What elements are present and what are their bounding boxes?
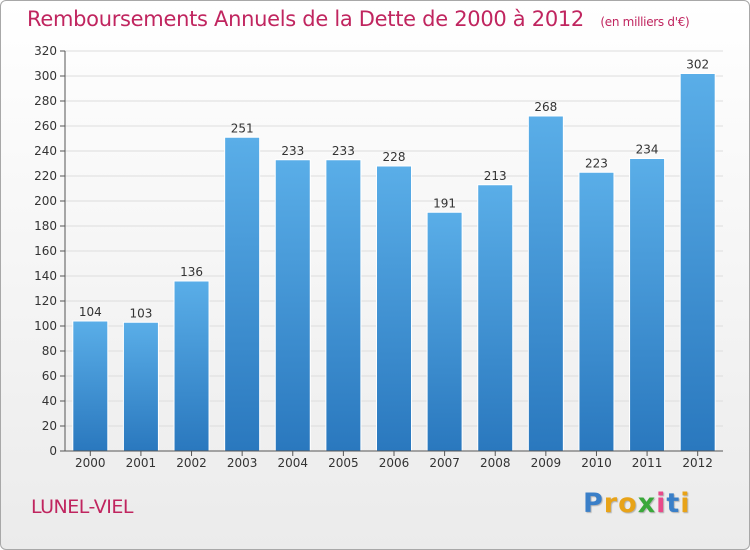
brand-letter: r: [603, 488, 619, 519]
axis-layer: 0 20 40 60 80 100 120 140 160 180 200 220 240 260 280 3…: [34, 44, 723, 470]
brand-letter: i: [656, 488, 667, 519]
bar-2002: [173, 280, 210, 452]
data-label-2008: 213: [484, 169, 507, 183]
chart-subtitle: (en milliers d'€): [600, 15, 690, 29]
y-tick-label: 280: [34, 94, 57, 108]
x-tick-label-2009: 2009: [531, 456, 562, 470]
x-tick-label-2008: 2008: [480, 456, 511, 470]
y-tick-label: 0: [49, 444, 57, 458]
y-tick-label: 240: [34, 144, 57, 158]
bar-2005: [325, 159, 362, 452]
bar-2000: [72, 320, 109, 452]
commune-name: LUNEL-VIEL: [31, 496, 133, 518]
data-label-2003: 251: [231, 121, 254, 135]
x-tick-label-2003: 2003: [227, 456, 258, 470]
data-label-2005: 233: [332, 144, 355, 158]
data-label-2012: 302: [686, 58, 709, 72]
y-tick-label: 320: [34, 44, 57, 58]
brand-letter: t: [666, 488, 681, 519]
brand-letter: i: [680, 488, 691, 519]
data-label-2011: 234: [636, 143, 659, 157]
data-label-2001: 103: [129, 306, 152, 320]
y-tick-label: 260: [34, 119, 57, 133]
bar-2001: [122, 321, 159, 452]
data-label-2004: 233: [281, 144, 304, 158]
brand-letter: P: [583, 488, 604, 519]
y-tick-label: 220: [34, 169, 57, 183]
data-label-2006: 228: [383, 150, 406, 164]
y-tick-label: 200: [34, 194, 57, 208]
x-tick-label-2000: 2000: [75, 456, 106, 470]
y-tick-label: 180: [34, 219, 57, 233]
y-tick-label: 60: [42, 369, 57, 383]
y-tick-label: 80: [42, 344, 57, 358]
data-label-2009: 268: [534, 100, 557, 114]
brand-letter: o: [618, 488, 638, 519]
bar-2012: [679, 73, 716, 452]
chart-title: Remboursements Annuels de la Dette de 20…: [27, 7, 690, 31]
x-tick-label-2011: 2011: [632, 456, 663, 470]
x-tick-label-2004: 2004: [277, 456, 308, 470]
x-tick-label-2002: 2002: [176, 456, 207, 470]
bar-2011: [629, 158, 666, 452]
y-tick-label: 100: [34, 319, 57, 333]
y-tick-label: 300: [34, 69, 57, 83]
x-tick-label-2010: 2010: [581, 456, 612, 470]
brand-letter: x: [637, 488, 657, 519]
y-tick-label: 120: [34, 294, 57, 308]
x-tick-label-2007: 2007: [429, 456, 460, 470]
bar-2003: [224, 136, 261, 452]
data-label-2010: 223: [585, 156, 608, 170]
bar-2009: [527, 115, 564, 452]
y-tick-label: 160: [34, 244, 57, 258]
x-tick-label-2001: 2001: [126, 456, 157, 470]
bar-2010: [578, 171, 615, 452]
data-label-2002: 136: [180, 265, 203, 279]
data-label-2000: 104: [79, 305, 102, 319]
x-tick-label-2006: 2006: [379, 456, 410, 470]
bar-2007: [426, 211, 463, 452]
x-tick-label-2005: 2005: [328, 456, 359, 470]
y-tick-label: 140: [34, 269, 57, 283]
y-tick-label: 20: [42, 419, 57, 433]
chart-title-text: Remboursements Annuels de la Dette de 20…: [27, 7, 584, 31]
bar-2004: [274, 159, 311, 452]
bars-layer: 104 103 136 251 233 233 228 191 213 268 223 234 302: [72, 58, 716, 452]
bar-2006: [376, 165, 412, 452]
bar-2008: [477, 184, 514, 452]
brand-logo[interactable]: Proxiti: [583, 488, 691, 519]
y-tick-label: 40: [42, 394, 57, 408]
x-tick-label-2012: 2012: [682, 456, 713, 470]
data-label-2007: 191: [433, 196, 456, 210]
